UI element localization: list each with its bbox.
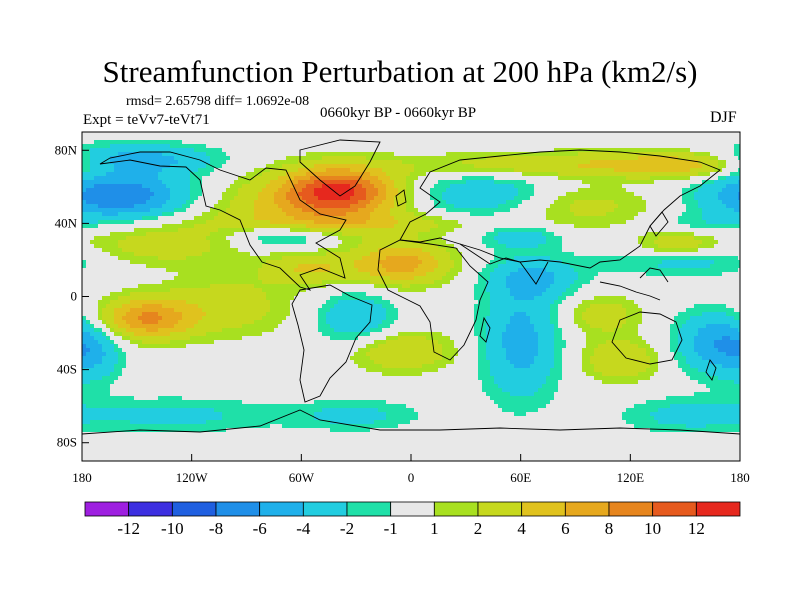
colorbar-box (390, 501, 435, 517)
colorbar-box (128, 501, 173, 517)
y-tick-label: 40S (57, 362, 77, 377)
colorbar-box (652, 501, 697, 517)
x-tick-label: 0 (408, 470, 415, 485)
y-tick-label: 80N (55, 142, 78, 157)
colorbar-label: -6 (253, 519, 267, 538)
field-layer (82, 132, 740, 461)
colorbar-box (433, 501, 479, 517)
colorbar-label: -1 (384, 519, 398, 538)
x-tick-label: 120W (176, 470, 209, 485)
colorbar-box (302, 501, 348, 517)
colorbar-label: 12 (688, 519, 705, 538)
experiment-label: Expt = teVv7-teVt71 (83, 112, 210, 128)
colorbar-box (346, 501, 392, 517)
x-tick-label: 180 (72, 470, 92, 485)
x-tick-label: 60W (289, 470, 315, 485)
colorbar-box (564, 501, 610, 517)
coastline-layer (82, 139, 740, 435)
colorbar-box (84, 501, 130, 517)
colorbar-label: -4 (296, 519, 311, 538)
colorbar-label: 10 (644, 519, 661, 538)
colorbar-box (171, 501, 217, 517)
colorbar-label: 1 (430, 519, 439, 538)
map-axes: 180 120W 60W 0 60E 120E 180 80N 40N 0 40S 80S (55, 142, 750, 485)
x-tick-label: 120E (617, 470, 645, 485)
y-tick-label: 0 (71, 289, 78, 304)
colorbar: -12 -10 -8 -6 -4 -2 -1 1 2 4 6 8 10 12 (84, 501, 741, 538)
colorbar-box (477, 501, 523, 517)
period-label: 0660kyr BP - 0660kyr BP (320, 105, 477, 121)
colorbar-box (608, 501, 654, 517)
colorbar-label: -10 (161, 519, 184, 538)
colorbar-label: 8 (605, 519, 614, 538)
colorbar-label: -12 (117, 519, 140, 538)
colorbar-label: 4 (517, 519, 526, 538)
stats-line: rmsd= 2.65798 diff= 1.0692e-08 (126, 94, 310, 109)
y-tick-label: 80S (57, 435, 77, 450)
colorbar-box (695, 501, 741, 517)
colorbar-box (521, 501, 566, 517)
x-tick-label: 180 (730, 470, 750, 485)
colorbar-label: -2 (340, 519, 354, 538)
y-tick-label: 40N (55, 215, 78, 230)
colorbar-label: 6 (561, 519, 570, 538)
colorbar-label: -8 (209, 519, 223, 538)
x-tick-label: 60E (510, 470, 531, 485)
colorbar-box (259, 501, 304, 517)
season-label: DJF (710, 109, 737, 126)
colorbar-label: 2 (474, 519, 483, 538)
colorbar-box (215, 501, 261, 517)
chart-title: Streamfunction Perturbation at 200 hPa (… (102, 54, 698, 89)
